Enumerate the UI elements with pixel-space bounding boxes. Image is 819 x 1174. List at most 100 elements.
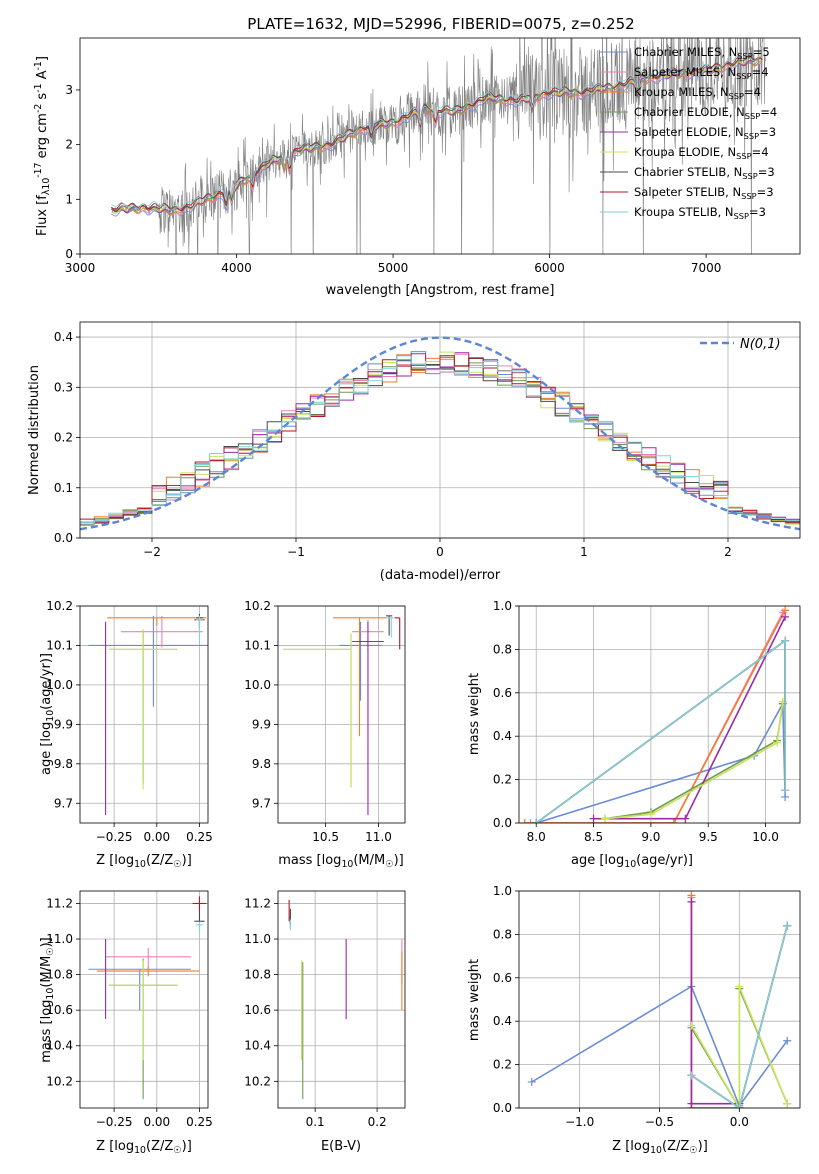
y-tick-label: 0.8 <box>493 642 512 656</box>
point-marker <box>687 897 696 906</box>
axes-frame <box>79 890 209 1109</box>
chart-age_vs_Z: −0.25 0.00 0.25 9.7 9.8 9.9 10.0 10.1 10.2 Z [log… <box>39 599 213 870</box>
legend-label-gaussian: N(0,1) <box>740 337 781 352</box>
legend-label-kroupa_stelib: Kroupa STELIB, NSSP=3 <box>634 205 766 221</box>
x-axis-label: (data-model)/error <box>380 568 501 583</box>
figure-title: PLATE=1632, MJD=52996, FIBERID=0075, z=0… <box>247 15 634 33</box>
grid <box>519 890 800 1109</box>
y-tick-label: 11.0 <box>46 932 73 946</box>
histogram-salpeter_stelib <box>80 355 800 524</box>
point-marker <box>520 819 529 823</box>
series-line <box>690 986 788 1108</box>
x-tick-label: 7000 <box>691 261 722 275</box>
y-tick-label: 10.2 <box>244 1074 271 1088</box>
x-tick-label: 0.2 <box>368 1115 387 1129</box>
point-marker <box>687 1099 696 1108</box>
plot-area <box>88 613 208 816</box>
series-line <box>524 609 786 823</box>
errorbar-kroupa_elodie <box>109 960 178 1060</box>
errorbar-chabrier_miles <box>88 615 208 707</box>
x-tick-label: 10.5 <box>312 830 339 844</box>
y-tick-label: 0.4 <box>54 330 73 344</box>
axes-frame <box>518 890 801 1109</box>
series-salpeter_elodie <box>589 612 790 823</box>
legend-label-kroupa_elodie: Kroupa ELODIE, NSSP=4 <box>634 145 769 161</box>
y-tick-label: 1 <box>65 192 73 206</box>
chart-mass_vs_Z: −0.25 0.00 0.25 10.2 10.4 10.6 10.8 11.0 11.2 Z [… <box>39 890 213 1156</box>
point-marker <box>532 819 541 823</box>
axes-frame <box>79 37 801 255</box>
point-marker <box>526 819 535 823</box>
grid <box>278 891 405 1108</box>
errorbar-kroupa_miles <box>107 617 207 626</box>
y-tick-label: 0.4 <box>493 1014 512 1028</box>
x-tick-label: 0 <box>436 545 444 559</box>
grid <box>278 605 405 823</box>
point-marker <box>783 921 792 930</box>
x-tick-label: 2 <box>724 545 732 559</box>
point-marker <box>781 612 790 621</box>
legend: Chabrier MILES, NSSP=5 Salpeter MILES, NS… <box>600 45 777 221</box>
series-line <box>690 895 740 1108</box>
y-tick-label: 1.0 <box>493 599 512 613</box>
y-tick-label: 11.2 <box>46 896 73 910</box>
series-chabrier_elodie <box>601 699 787 823</box>
chart-mass_weight_vs_age: 8.0 8.5 9.0 9.5 10.0 0.0 0.2 0.4 0.6 0.8 1.0 age [l… <box>467 599 801 870</box>
errorbar-chabrier_elodie <box>283 633 352 788</box>
x-axis-label: E(B-V) <box>321 1139 361 1154</box>
y-tick-label: 10.2 <box>46 599 73 613</box>
point-marker <box>669 819 678 823</box>
series-line <box>530 612 784 823</box>
grid <box>80 891 208 1108</box>
y-tick-label: 0.0 <box>54 531 73 545</box>
series-line <box>535 639 786 823</box>
x-tick-label: 8.0 <box>527 830 546 844</box>
errorbar-chabrier_stelib <box>385 615 393 636</box>
y-tick-label: 10.1 <box>244 638 271 652</box>
point-marker <box>781 786 790 795</box>
y-tick-label: 3 <box>65 83 73 97</box>
axes-frame <box>79 321 801 539</box>
x-axis-label: age [log10(age/yr)] <box>571 853 693 870</box>
axes-frame <box>277 890 406 1109</box>
y-tick-label: 0.0 <box>493 1101 512 1115</box>
plot-area <box>80 336 800 531</box>
model-spectrum-salpeter_stelib <box>111 55 763 211</box>
x-tick-label: 9.5 <box>699 830 718 844</box>
y-tick-label: 10.6 <box>46 1003 73 1017</box>
y-tick-label: 10.0 <box>244 678 271 692</box>
errorbar-kroupa_elodie <box>109 629 178 790</box>
y-tick-label: 0.3 <box>54 380 73 394</box>
y-tick-label: 9.7 <box>252 796 271 810</box>
grid <box>519 605 800 824</box>
errorbar-kroupa_stelib <box>196 924 203 932</box>
x-tick-label: 3000 <box>65 261 96 275</box>
errorbar-chabrier_miles <box>88 968 191 1011</box>
y-tick-label: 2 <box>65 138 73 152</box>
y-tick-label: 0.4 <box>493 729 512 743</box>
x-axis-label: Z [log10(Z/Z☉)] <box>96 1139 192 1156</box>
chart-mass_weight_vs_Z: −1.0 −0.5 0.0 0.0 0.2 0.4 0.6 0.8 1.0 Z [log10(Z/… <box>467 884 801 1156</box>
point-marker <box>687 1071 696 1080</box>
series-kroupa_stelib <box>687 921 792 1108</box>
legend-label-kroupa_miles: Kroupa MILES, NSSP=4 <box>634 85 761 101</box>
y-tick-label: 0.2 <box>493 1058 512 1072</box>
legend-label-salpeter_elodie: Salpeter ELODIE, NSSP=3 <box>634 125 776 141</box>
y-tick-label: 10.2 <box>46 1074 73 1088</box>
x-tick-label: 4000 <box>221 261 252 275</box>
y-axis-label: Normed distribution <box>27 365 42 495</box>
errorbar-salpeter_miles <box>120 615 203 648</box>
x-tick-label: 10.0 <box>752 830 779 844</box>
chart-spectrum: 3000 4000 5000 6000 7000 0 1 2 3 wavelength [Angs… <box>33 37 801 298</box>
x-axis-label: Z [log10(Z/Z☉)] <box>96 853 192 870</box>
legend-label-salpeter_stelib: Salpeter STELIB, NSSP=3 <box>634 185 774 201</box>
errorbar-kroupa_miles <box>333 617 386 737</box>
y-tick-label: 10.4 <box>46 1039 73 1053</box>
x-tick-label: 0.00 <box>143 830 170 844</box>
legend-label-chabrier_stelib: Chabrier STELIB, NSSP=3 <box>634 165 775 181</box>
x-tick-label: −1.0 <box>565 1115 594 1129</box>
y-tick-label: 9.7 <box>54 796 73 810</box>
axes-frame <box>518 605 801 824</box>
series-kroupa_elodie <box>601 697 787 823</box>
axes-frame <box>277 605 406 824</box>
